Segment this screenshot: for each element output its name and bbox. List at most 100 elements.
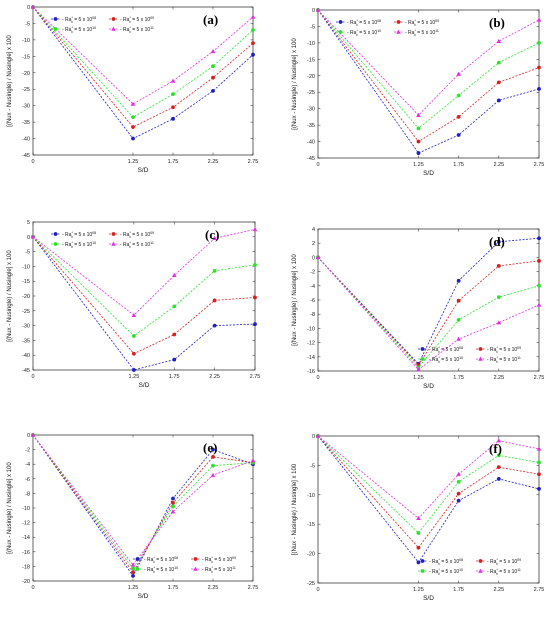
data-point [315, 255, 321, 260]
legend-label: - Ra* x = 5 x 1009 [202, 556, 236, 564]
plot-frame [317, 9, 540, 159]
y-tick-label: 2 [312, 241, 315, 247]
x-tick-label: 0 [31, 585, 34, 591]
x-tick-label: 0 [316, 587, 319, 593]
data-point [30, 234, 36, 239]
chart-panel-f: -25 -20 -15 -10 -5 0 0 1.25 1.75 2.25 2.75 S/D [(Nux… [292, 433, 544, 602]
plot-frame [32, 6, 254, 156]
x-tick-label: 1.25 [413, 375, 424, 381]
legend-label: - Ra* x = 5 x 1010 [144, 566, 178, 574]
data-point [496, 98, 501, 103]
panel-label: (c) [205, 227, 219, 242]
legend-label: - Ra* x = 5 x 1011 [120, 26, 154, 34]
legend-label: - Ra* x = 5 x 1011 [202, 566, 236, 574]
data-point [211, 447, 215, 452]
x-tick-label: 0 [31, 374, 34, 380]
chart-panel-e: -20-18-16-14-12-10-8-6-4-200 1.25 1.75 2.25… [7, 432, 259, 600]
data-point [537, 472, 541, 477]
x-tick-label: 1.75 [169, 374, 180, 380]
x-axis-label: S/D [423, 595, 434, 602]
x-tick-label: 2.75 [248, 585, 259, 591]
series-line [32, 434, 254, 573]
y-tick-label: 4 [312, 227, 315, 233]
y-tick-label: -15 [307, 57, 315, 63]
y-tick-label: -30 [22, 104, 30, 110]
legend-marker [135, 557, 140, 561]
y-tick-label: -20 [307, 552, 315, 558]
series-line [32, 434, 254, 570]
legend: - Ra* x = 5 x 1008 - Ra* x = 5 x 1009 - Ra* x… [336, 19, 439, 37]
data-point [496, 38, 502, 43]
data-point [212, 298, 217, 303]
y-tick-label: 0 [27, 235, 30, 241]
y-axis-label: [(Nux - Nusingle) / Nusingle] x 100 [7, 250, 13, 342]
data-point [416, 560, 421, 565]
panel-label: (a) [203, 12, 218, 27]
x-tick-label: 1.75 [453, 587, 464, 593]
y-tick-label: -10 [22, 38, 30, 44]
y-tick-label: -5 [25, 21, 30, 27]
x-tick-label: 2.25 [493, 375, 504, 381]
series-line [32, 6, 254, 105]
data-point [456, 491, 461, 496]
y-tick-label: -25 [22, 87, 30, 93]
data-point [210, 49, 216, 54]
x-tick-label: 2.25 [493, 162, 504, 168]
series-line [32, 434, 254, 566]
data-point [416, 515, 421, 521]
data-point [131, 125, 135, 129]
data-point [456, 298, 461, 303]
data-point [30, 432, 36, 437]
series-line [317, 435, 540, 534]
data-point [537, 283, 541, 288]
data-point [253, 322, 257, 327]
x-axis-label: S/D [423, 383, 434, 390]
legend: - Ra* x = 5 x 1008 - Ra* x = 5 x 1009 - Ra* x… [418, 558, 521, 576]
legend-label: - Ra* x = 5 x 1008 [429, 346, 463, 354]
panel-label: (e) [203, 440, 217, 455]
legend-marker [111, 232, 116, 236]
y-tick-label: -16 [22, 550, 30, 556]
chart-panel-a: -45 -40 -35 -30 -25 -20 -15 -10 -5 0 0 1.25 1.75 2.25… [7, 4, 258, 174]
x-axis-label: S/D [138, 167, 149, 174]
legend-marker [53, 27, 58, 31]
data-point [456, 133, 461, 137]
data-point [416, 112, 421, 117]
data-point [171, 272, 177, 277]
legend-label: - Ra* x = 5 x 1009 [405, 19, 439, 27]
series-line [317, 9, 540, 116]
data-point [416, 139, 421, 144]
x-tick-label: 1.25 [129, 374, 140, 380]
y-tick-label: -14 [307, 355, 315, 361]
y-tick-label: -8 [310, 312, 315, 318]
x-tick-label: 2.25 [493, 587, 504, 593]
legend: - Ra* x = 5 x 1008 - Ra* x = 5 x 1009 - Ra* x… [51, 16, 154, 34]
legend-marker [53, 242, 58, 246]
y-tick-label: -15 [307, 522, 315, 528]
data-point [537, 259, 541, 263]
data-point [212, 323, 217, 328]
panel-label: (d) [489, 234, 505, 249]
legend-marker [396, 20, 401, 24]
x-tick-label: 2.25 [208, 585, 219, 591]
y-tick-label: -2 [310, 270, 315, 276]
series-line [32, 229, 256, 316]
data-point [456, 278, 461, 283]
data-point [537, 87, 541, 91]
legend-marker [53, 232, 58, 236]
data-point [211, 463, 215, 468]
y-axis-label: [(Nux - Nusingle) / Nusingle] x 100 [7, 462, 13, 554]
x-axis-label: S/D [139, 382, 150, 389]
data-point [315, 7, 321, 12]
x-tick-label: 1.75 [453, 375, 464, 381]
legend-marker [111, 17, 116, 21]
y-tick-label: -5 [25, 250, 30, 256]
y-tick-label: -35 [22, 120, 30, 126]
plot-frame [317, 435, 540, 584]
legend-marker [193, 557, 198, 561]
data-point [496, 453, 501, 458]
series-line [317, 435, 540, 564]
y-tick-label: -10 [307, 41, 315, 47]
y-tick-label: -14 [22, 535, 30, 541]
x-tick-label: 1.25 [128, 159, 139, 165]
